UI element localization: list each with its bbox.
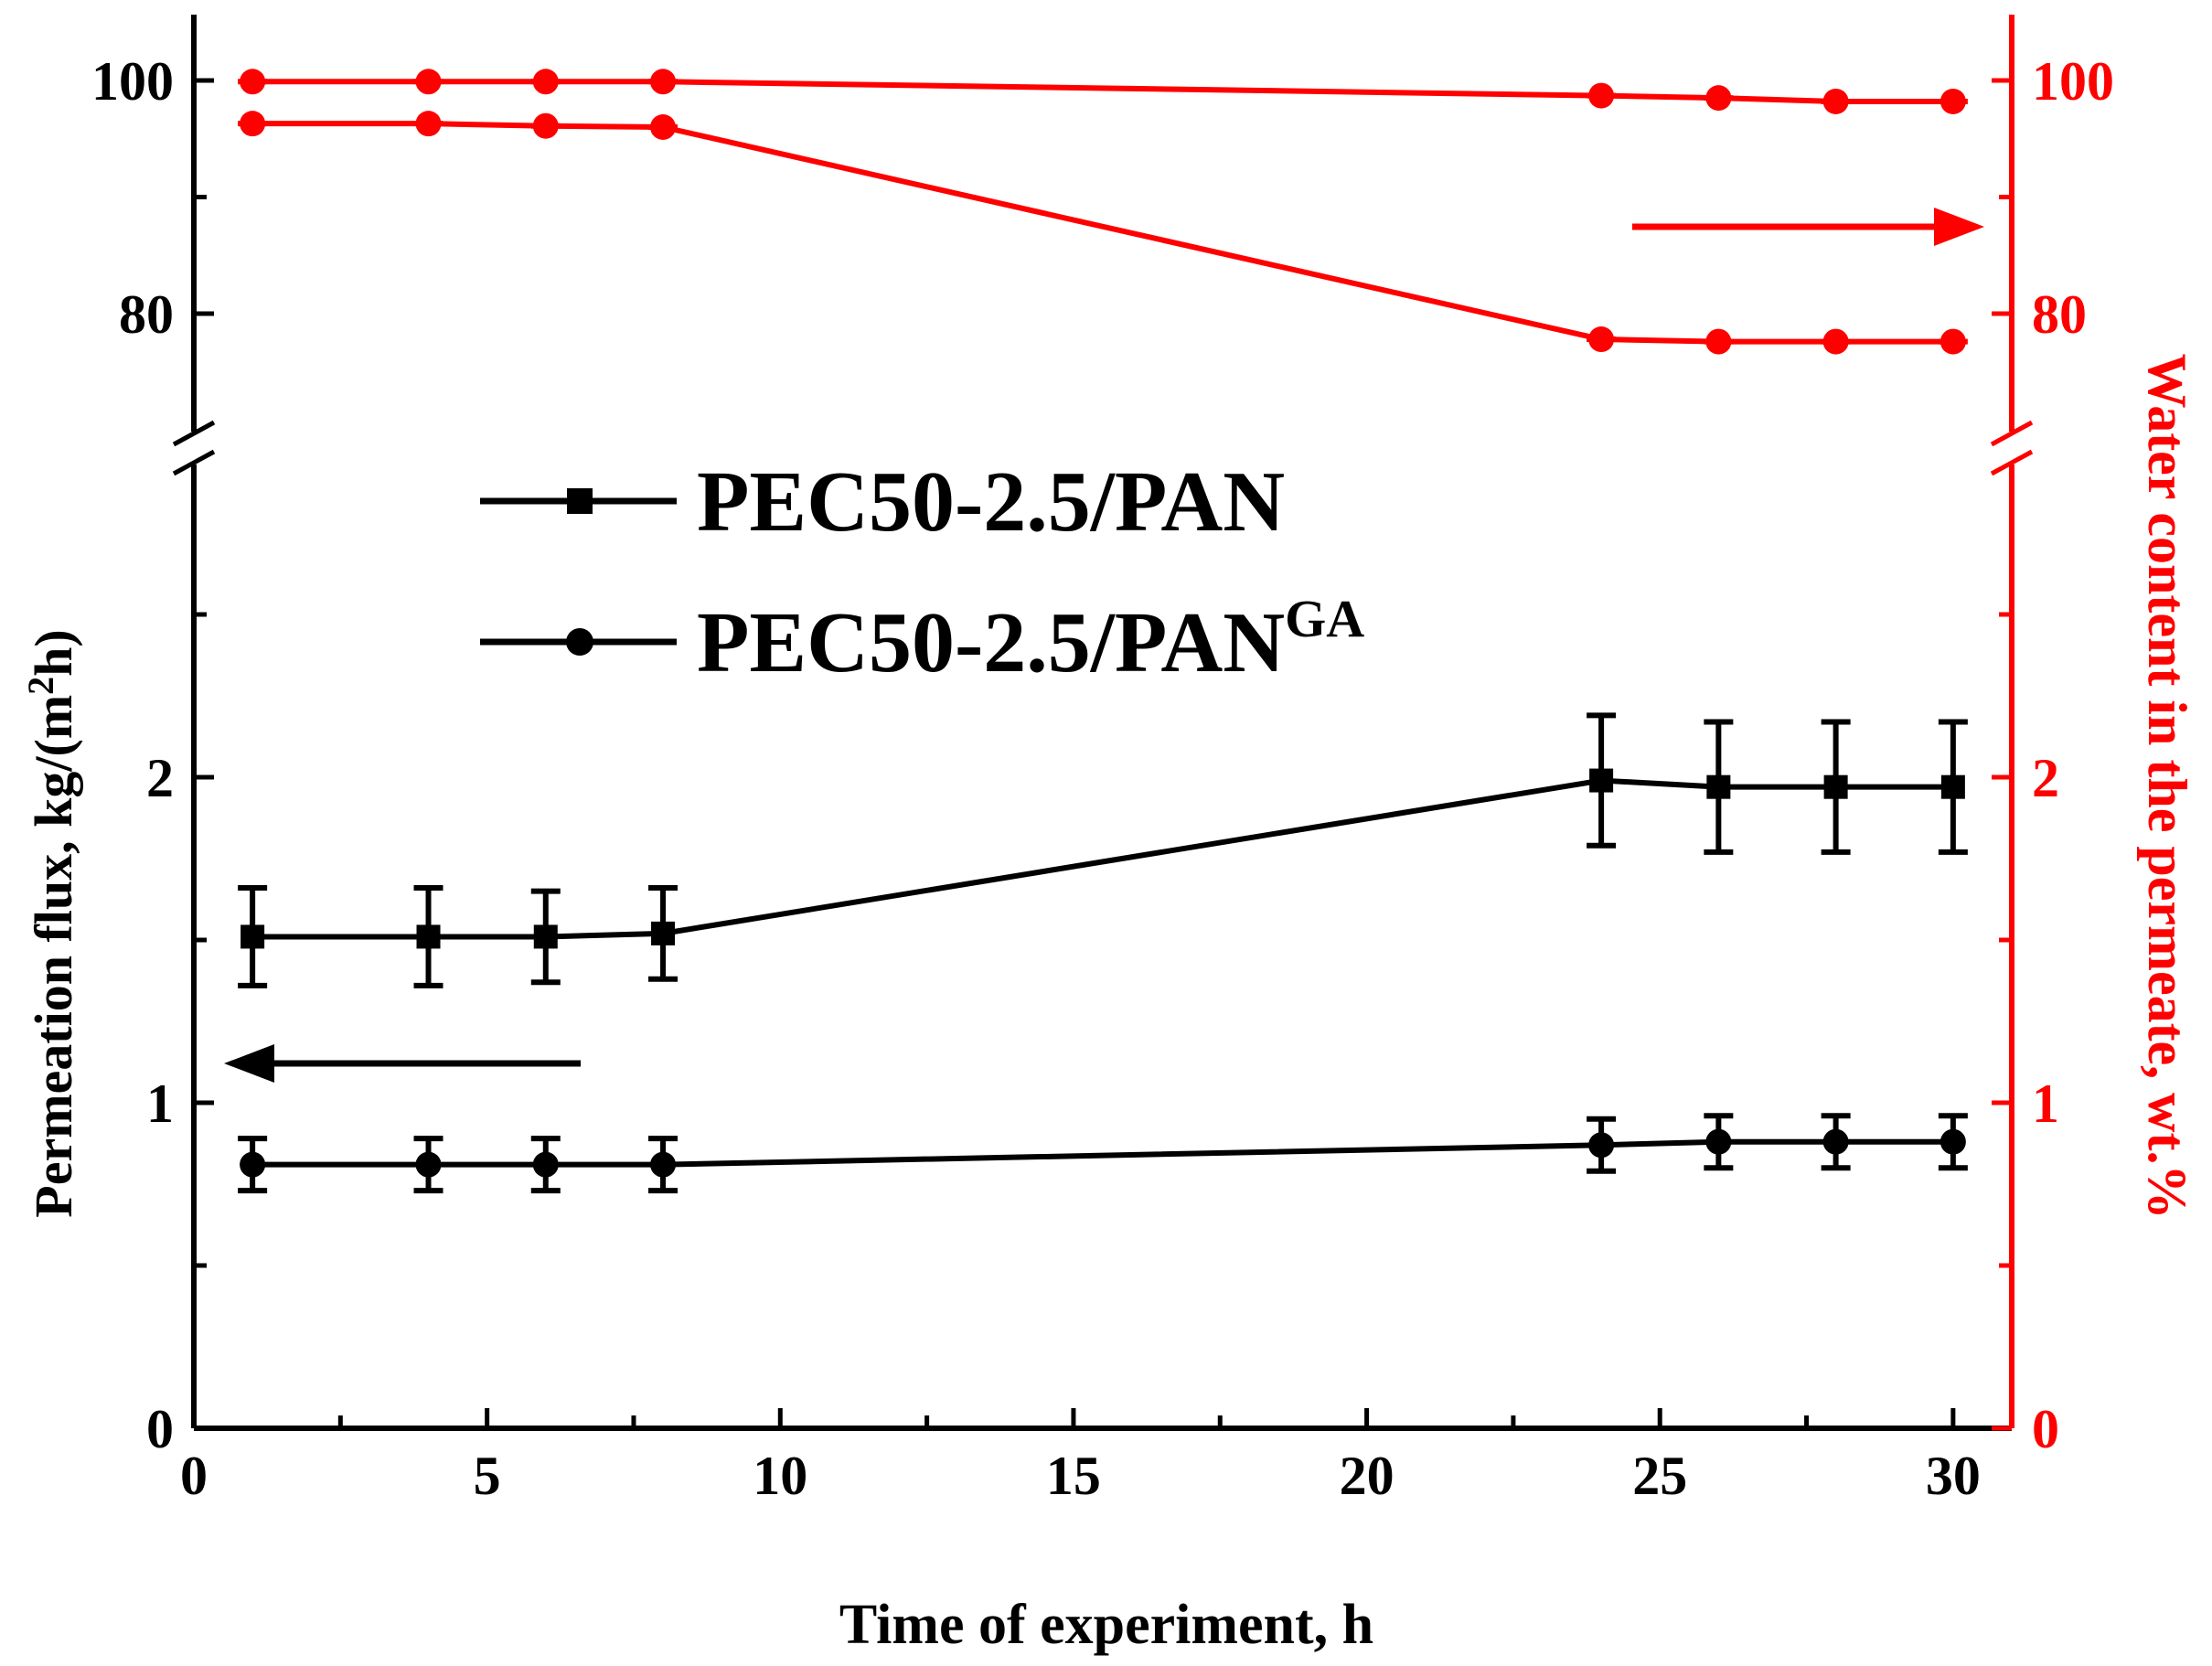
data-point-square: [416, 924, 441, 949]
legend-label: PEC50-2.5/PAN: [697, 454, 1285, 550]
x-tick-label: 10: [753, 1446, 807, 1506]
right-tick-label: 0: [2032, 1399, 2059, 1459]
data-point-circle: [532, 1151, 559, 1178]
water-series-line: [252, 121, 1953, 345]
data-point-square: [1823, 774, 1848, 799]
data-point-square: [1940, 774, 1965, 799]
x-tick-label: 15: [1046, 1446, 1101, 1506]
left-y-axis-title: Permeation flux, kg/(m2h): [20, 629, 83, 1217]
flux-series-1: [238, 712, 1968, 988]
arrow-head: [1934, 208, 1984, 246]
legend-entry-2: PEC50-2.5/PANGA: [480, 589, 1364, 690]
data-point-circle: [1588, 1132, 1615, 1159]
x-tick-label: 30: [1926, 1446, 1981, 1506]
plot-frame: [172, 15, 2034, 1431]
legend-entry-1: PEC50-2.5/PAN: [480, 454, 1285, 550]
right-tick-label: 2: [2032, 748, 2059, 808]
right-y-axis-title: Water content in the permeate, wt.%: [2137, 354, 2197, 1220]
legend-label-superscript: GA: [1285, 589, 1364, 648]
water-series-2: [238, 69, 1968, 114]
left-tick-label: 0: [146, 1399, 174, 1459]
left-axis-arrow: [224, 1044, 581, 1083]
left-axis-break-mark: [172, 449, 216, 476]
water-series-line: [252, 79, 1953, 104]
data-point-square: [533, 924, 558, 949]
data-point-square: [1589, 768, 1614, 793]
flux-series-2: [238, 1113, 1968, 1194]
data-point-square: [651, 921, 676, 945]
data-point-circle: [1822, 1128, 1849, 1155]
right-axis-break-mark: [1990, 449, 2034, 476]
x-tick-label: 20: [1340, 1446, 1395, 1506]
series-group: [224, 69, 1984, 1194]
data-point-circle: [240, 1151, 266, 1178]
left-tick-label: 100: [91, 51, 174, 112]
right-tick-label: 100: [2032, 51, 2114, 112]
left-tick-label: 1: [146, 1073, 174, 1134]
data-point-circle: [1940, 1128, 1966, 1155]
left-tick-label: 2: [146, 748, 174, 808]
right-tick-label: 1: [2032, 1073, 2059, 1134]
x-tick-label: 25: [1632, 1446, 1687, 1506]
flux-series-line: [252, 1138, 1953, 1168]
right-axis-arrow: [1632, 208, 1984, 246]
legend-marker-square: [567, 488, 593, 514]
data-point-square: [240, 924, 265, 949]
data-point-square: [1706, 774, 1731, 799]
x-tick-label: 0: [180, 1446, 208, 1506]
data-point-circle: [650, 1151, 677, 1178]
x-tick-label: 5: [474, 1446, 501, 1506]
legend-marker-circle: [566, 628, 593, 656]
arrow-head: [224, 1044, 274, 1083]
left-axis-break-mark: [172, 420, 216, 447]
water-series-1: [238, 111, 1968, 355]
legend-label: PEC50-2.5/PANGA: [697, 589, 1364, 690]
legend-label-text: PEC50-2.5/PAN: [697, 595, 1285, 690]
left-tick-label: 80: [119, 284, 174, 345]
data-point-circle: [415, 1151, 442, 1178]
legend-label-text: PEC50-2.5/PAN: [697, 454, 1285, 550]
x-axis-title: Time of experiment, h: [839, 1594, 1373, 1656]
data-point-circle: [1705, 1128, 1732, 1155]
flux-series-line: [252, 777, 1953, 940]
right-tick-label: 80: [2032, 284, 2087, 345]
right-axis-break-mark: [1990, 420, 2034, 447]
